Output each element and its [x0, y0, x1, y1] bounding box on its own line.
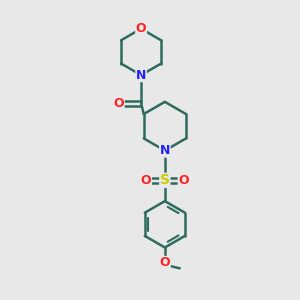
Text: S: S: [160, 173, 170, 187]
Text: O: O: [160, 256, 170, 269]
Text: N: N: [160, 144, 170, 157]
Text: O: O: [141, 174, 152, 187]
Text: O: O: [136, 22, 146, 35]
Text: O: O: [178, 174, 189, 187]
Text: N: N: [136, 69, 146, 82]
Text: O: O: [113, 97, 124, 110]
